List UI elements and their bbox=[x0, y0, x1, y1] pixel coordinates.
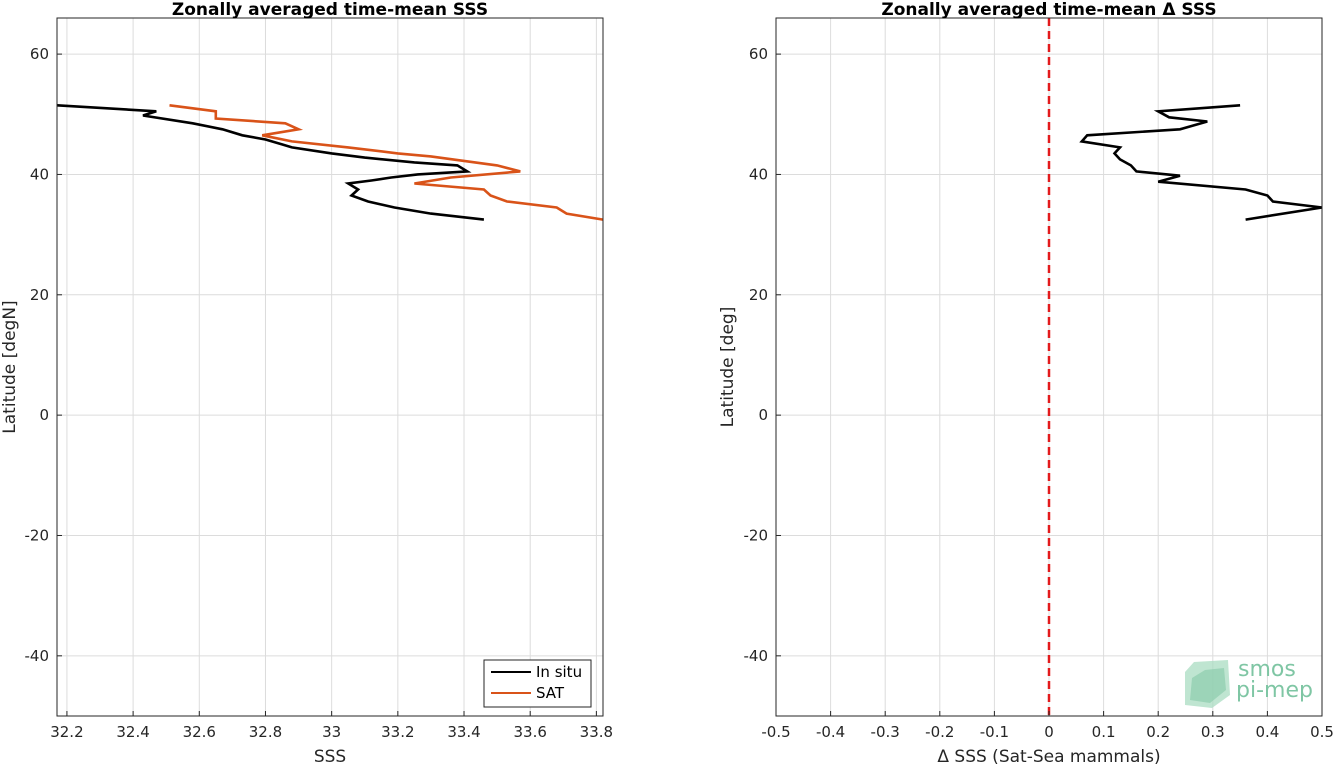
x-tick-label: 0.2 bbox=[1146, 723, 1170, 741]
y-tick-label: 40 bbox=[749, 165, 768, 183]
y-tick-labels: -40 -20 0 20 40 60 bbox=[744, 45, 781, 665]
logo-text-smos: smos bbox=[1238, 657, 1296, 682]
x-tick-label: 0.4 bbox=[1255, 723, 1279, 741]
chart-title: Zonally averaged time-mean Δ SSS bbox=[881, 0, 1216, 20]
y-tick-label: 20 bbox=[749, 286, 768, 304]
delta-sss-panel: -0.5 -0.4 -0.3 -0.2 -0.1 0 0.1 0.2 0.3 0.4 0.5 -40… bbox=[718, 0, 1333, 765]
y-tick-label: 40 bbox=[30, 165, 49, 183]
x-tick-label: 0.3 bbox=[1201, 723, 1225, 741]
chart-title: Zonally averaged time-mean SSS bbox=[172, 0, 488, 20]
x-tick-label: 0 bbox=[1044, 723, 1054, 741]
x-tick-label: 32.8 bbox=[249, 723, 282, 741]
y-tick-label: 60 bbox=[30, 45, 49, 63]
axes-box bbox=[56, 17, 604, 717]
sss-panel: 32.2 32.4 32.6 32.8 33 33.2 33.4 33.6 33.8 -40 -2… bbox=[0, 0, 613, 765]
x-tick-label: -0.3 bbox=[871, 723, 900, 741]
logo-text-pi-mep: pi-mep bbox=[1236, 678, 1313, 703]
y-tick-label: -20 bbox=[744, 526, 769, 544]
y-axis-label: Latitude [deg] bbox=[718, 307, 738, 428]
x-tick-label: 32.6 bbox=[183, 723, 216, 741]
smos-pi-mep-logo: smos pi-mep bbox=[1185, 657, 1313, 708]
grid bbox=[57, 18, 603, 716]
legend-box bbox=[483, 659, 592, 708]
x-tick-label: 32.4 bbox=[116, 723, 149, 741]
y-tick-label: 60 bbox=[749, 45, 768, 63]
x-tick-label: 33 bbox=[322, 723, 341, 741]
x-tick-label: 0.5 bbox=[1310, 723, 1333, 741]
x-tick-label: 32.2 bbox=[50, 723, 83, 741]
y-tick-label: 0 bbox=[758, 406, 768, 424]
series-line-sat bbox=[169, 104, 604, 221]
series-line-in-situ bbox=[56, 104, 485, 221]
x-tick-label: 0.1 bbox=[1092, 723, 1116, 741]
x-tick-label: -0.4 bbox=[816, 723, 845, 741]
legend-label-sat: SAT bbox=[536, 684, 565, 702]
x-tick-labels: 32.2 32.4 32.6 32.8 33 33.2 33.4 33.6 33.8 bbox=[50, 711, 613, 741]
y-tick-label: 0 bbox=[39, 406, 49, 424]
legend: In situ SAT bbox=[483, 659, 592, 708]
y-tick-labels: -40 -20 0 20 40 60 bbox=[25, 45, 62, 665]
series-layer bbox=[56, 104, 604, 221]
y-axis-label: Latitude [degN] bbox=[0, 300, 20, 433]
logo-graphic-inner bbox=[1190, 668, 1226, 703]
x-tick-label: -0.2 bbox=[925, 723, 954, 741]
x-tick-label: 33.2 bbox=[381, 723, 414, 741]
series-layer bbox=[1079, 104, 1323, 221]
legend-label-in-situ: In situ bbox=[536, 663, 582, 681]
x-tick-label: 33.4 bbox=[447, 723, 480, 741]
x-tick-labels: -0.5 -0.4 -0.3 -0.2 -0.1 0 0.1 0.2 0.3 0.4 0.5 bbox=[761, 711, 1333, 741]
x-tick-label: -0.1 bbox=[980, 723, 1009, 741]
x-axis-label: Δ SSS (Sat-Sea mammals) bbox=[937, 747, 1160, 765]
y-tick-label: -20 bbox=[25, 526, 50, 544]
x-tick-label: -0.5 bbox=[761, 723, 790, 741]
x-tick-label: 33.6 bbox=[513, 723, 546, 741]
y-tick-label: -40 bbox=[25, 647, 50, 665]
series-line-delta-sss bbox=[1079, 104, 1323, 221]
plot-area bbox=[57, 18, 603, 716]
x-tick-label: 33.8 bbox=[580, 723, 613, 741]
y-tick-label: -40 bbox=[744, 647, 769, 665]
y-tick-label: 20 bbox=[30, 286, 49, 304]
x-axis-label: SSS bbox=[314, 747, 346, 765]
